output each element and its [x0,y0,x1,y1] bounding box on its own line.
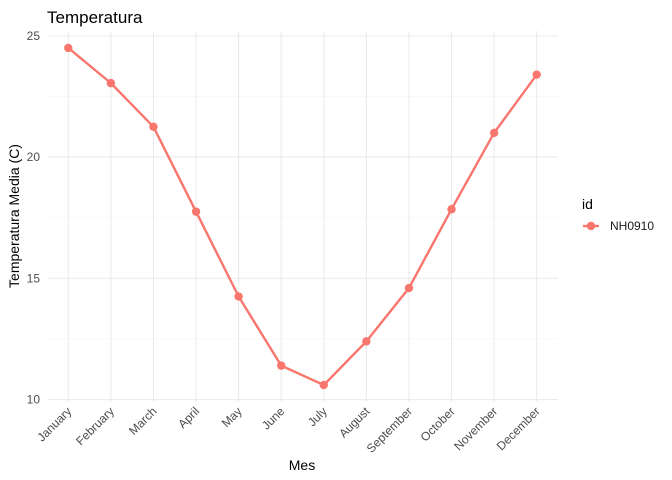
x-axis-title: Mes [289,457,315,473]
x-tick-label: August [336,404,373,441]
x-tick-label: June [259,404,288,433]
y-tick-label: 10 [27,393,41,407]
data-point [447,205,455,213]
series-layer [64,44,541,389]
data-point [277,361,285,369]
x-tick-label: November [451,404,500,453]
grid [47,31,558,402]
data-point [362,337,370,345]
chart-title: Temperatura [47,8,143,27]
x-tick-label: April [175,404,202,431]
y-tick-label: 25 [27,29,41,43]
legend-entry-label: NH0910 [610,219,654,233]
x-tick-label: February [73,404,117,448]
data-point [107,79,115,87]
x-tick-label: September [364,404,415,455]
data-point [405,284,413,292]
data-point [149,123,157,131]
legend-key-point [587,222,595,230]
y-tick-label: 15 [27,271,41,285]
data-point [320,381,328,389]
data-point [64,44,72,52]
x-tick-label: December [494,404,543,453]
y-axis-title: Temperatura Media (C) [6,144,22,288]
data-point [192,207,200,215]
x-tick-label: January [34,404,74,444]
series-line [68,48,536,385]
x-tick-label: October [418,404,458,444]
legend: id NH0910 [582,196,654,233]
legend-title: id [582,196,593,212]
x-tick-label: March [126,404,159,437]
data-point [234,292,242,300]
x-tick-label: July [305,404,330,429]
data-point [533,70,541,78]
data-point [490,129,498,137]
x-tick-label: May [219,404,245,430]
y-tick-label: 20 [27,150,41,164]
y-axis-ticks: 10 15 20 25 [27,29,41,407]
